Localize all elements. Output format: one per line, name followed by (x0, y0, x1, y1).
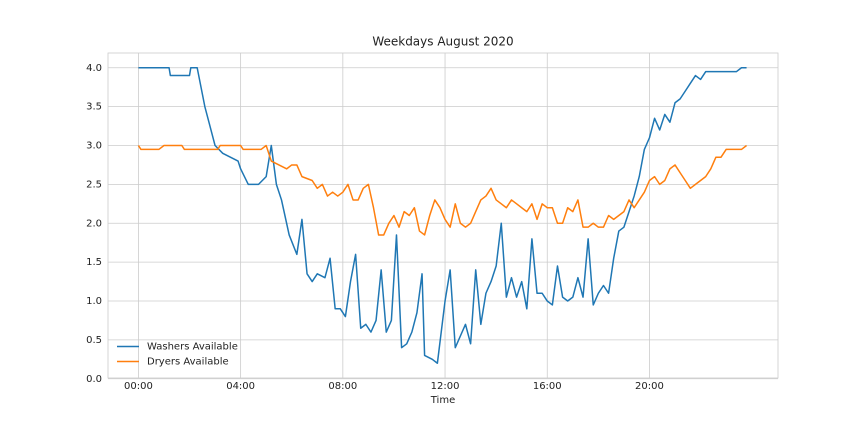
x-tick-label: 16:00 (533, 381, 562, 392)
y-tick-label: 4.0 (86, 63, 102, 74)
x-axis-label: Time (430, 395, 455, 406)
y-tick-label: 2.0 (86, 218, 102, 229)
data-line (137, 144, 748, 236)
x-tick-label: 08:00 (328, 381, 357, 392)
y-tick-label: 2.5 (86, 179, 102, 190)
y-tick-label: 0.5 (86, 335, 102, 346)
x-tick-label: 04:00 (226, 381, 255, 392)
y-tick-label: 3.5 (86, 102, 102, 113)
y-tick-label: 1.5 (86, 257, 102, 268)
plot-frame (107, 52, 779, 379)
chart-title: Weekdays August 2020 (372, 35, 513, 49)
y-tick-label: 0.0 (86, 374, 102, 385)
data-line (138, 67, 747, 364)
y-tick-label: 3.0 (86, 141, 102, 152)
legend-label: Washers Available (147, 342, 238, 353)
x-tick-label: 20:00 (635, 381, 664, 392)
legend-label: Dryers Available (147, 357, 229, 368)
x-tick-label: 12:00 (431, 381, 460, 392)
x-tick-label: 00:00 (124, 381, 153, 392)
y-tick-label: 1.0 (86, 296, 102, 307)
